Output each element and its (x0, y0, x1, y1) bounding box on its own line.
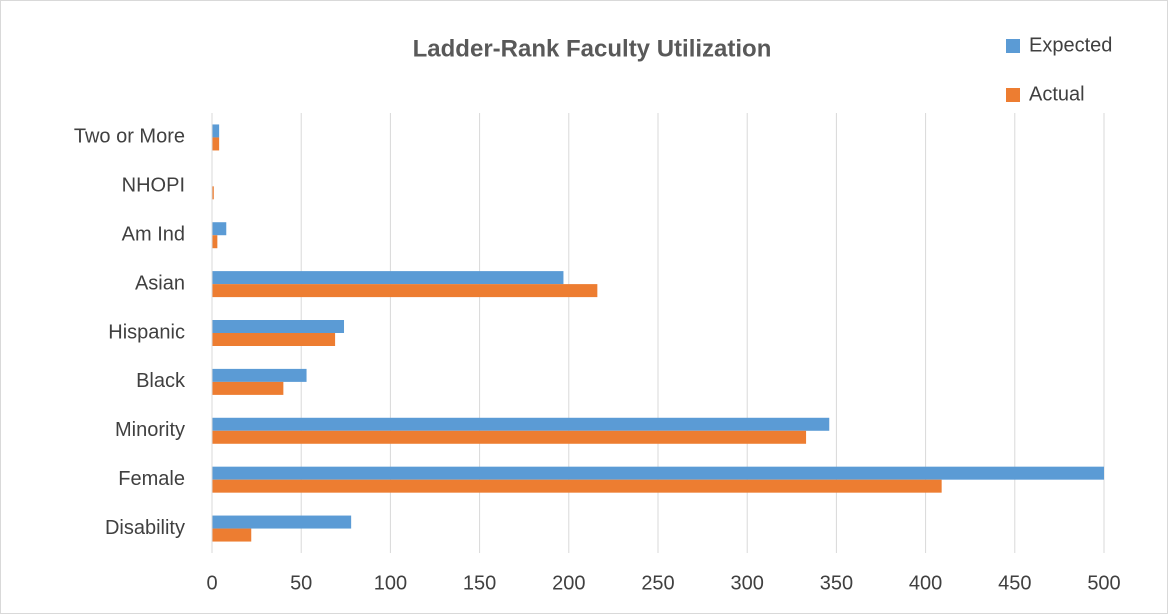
x-tick-label: 250 (641, 572, 674, 594)
y-tick-label: Disability (105, 517, 185, 539)
bar (212, 417, 830, 431)
y-tick-label: Two or More (74, 126, 185, 148)
bar (212, 137, 220, 151)
x-tick-label: 300 (731, 572, 764, 594)
y-tick-label: Minority (115, 419, 185, 441)
x-tick-label: 0 (206, 572, 217, 594)
bar (212, 271, 564, 285)
bar (212, 284, 598, 298)
x-tick-label: 150 (463, 572, 496, 594)
x-tick-label: 50 (290, 572, 312, 594)
bar (212, 430, 807, 444)
legend-swatch (1006, 88, 1020, 102)
x-tick-label: 450 (998, 572, 1031, 594)
y-tick-label: Black (136, 370, 186, 392)
bar (212, 479, 942, 493)
x-tick-label: 500 (1087, 572, 1120, 594)
bar (212, 333, 336, 346)
bar (212, 515, 352, 529)
bar (212, 381, 284, 395)
bar (212, 235, 218, 249)
x-tick-label: 200 (552, 572, 585, 594)
x-tick-label: 400 (909, 572, 942, 594)
y-tick-label: Female (118, 468, 185, 490)
legend-label: Expected (1029, 34, 1112, 56)
bar (212, 368, 307, 382)
chart-title: Ladder-Rank Faculty Utilization (413, 35, 772, 62)
y-tick-label: Am Ind (122, 224, 185, 246)
bar (212, 528, 252, 542)
x-tick-label: 350 (820, 572, 853, 594)
bar (212, 186, 214, 200)
y-tick-label: NHOPI (122, 175, 185, 197)
bar (212, 320, 345, 333)
bar (212, 222, 227, 236)
legend-label: Actual (1029, 83, 1085, 105)
bar (212, 466, 1104, 480)
y-tick-label: Asian (135, 272, 185, 294)
bar (212, 124, 220, 138)
y-tick-label: Hispanic (108, 321, 185, 343)
x-tick-label: 100 (374, 572, 407, 594)
legend-swatch (1006, 39, 1020, 53)
